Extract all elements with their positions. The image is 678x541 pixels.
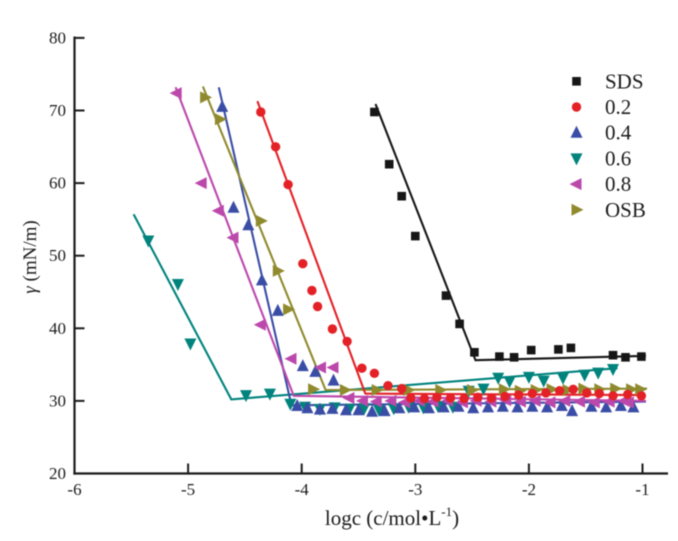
svg-text:γ (mN/m): γ (mN/m)	[20, 220, 41, 293]
svg-text:30: 30	[49, 391, 66, 410]
svg-text:-4: -4	[295, 480, 310, 499]
svg-text:50: 50	[49, 246, 66, 265]
svg-text:20: 20	[49, 464, 66, 483]
svg-text:-6: -6	[67, 480, 81, 499]
svg-text:40: 40	[49, 319, 66, 338]
svg-text:logc (c/mol•L-1): logc (c/mol•L-1)	[325, 504, 459, 530]
svg-text:-3: -3	[408, 480, 422, 499]
svg-text:80: 80	[49, 28, 66, 47]
svg-text:-2: -2	[522, 480, 536, 499]
svg-text:0.6: 0.6	[605, 146, 631, 170]
svg-text:-1: -1	[635, 480, 649, 499]
svg-text:0.2: 0.2	[605, 95, 631, 119]
svg-text:SDS: SDS	[605, 69, 644, 93]
svg-text:60: 60	[49, 174, 66, 193]
svg-text:-5: -5	[181, 480, 195, 499]
svg-text:0.8: 0.8	[605, 172, 631, 196]
svg-text:0.4: 0.4	[605, 121, 632, 145]
svg-text:OSB: OSB	[605, 198, 646, 222]
svg-text:70: 70	[49, 101, 66, 120]
